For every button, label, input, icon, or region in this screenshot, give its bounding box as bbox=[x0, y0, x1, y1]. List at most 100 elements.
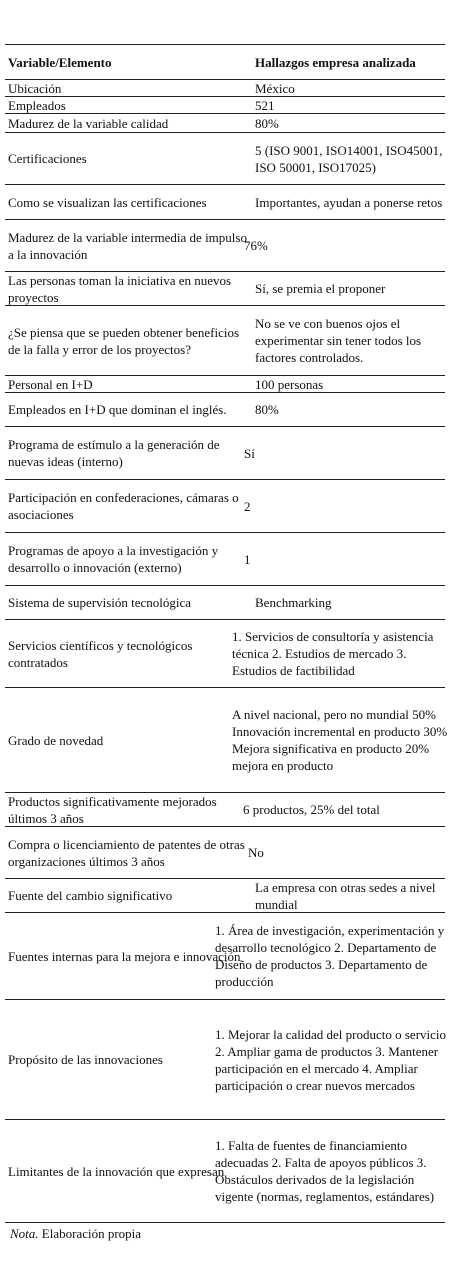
cell-text: Personal en I+D bbox=[8, 376, 93, 392]
table-cell: Madurez de la variable calidad bbox=[8, 114, 250, 132]
table-row: Grado de novedad A nivel nacional, pero n… bbox=[5, 688, 447, 793]
table-row: Programa de estímulo a la generación de … bbox=[5, 427, 445, 480]
cell-text: A nivel nacional, pero no mundial 50% In… bbox=[232, 707, 448, 773]
table-cell: 1. Área de investigación, experimentació… bbox=[215, 913, 450, 999]
table-row: ¿Se piensa que se pueden obtener benefic… bbox=[5, 306, 445, 376]
cell-text: Certificaciones bbox=[8, 151, 87, 166]
cell-text: Importantes, ayudan a ponerse retos bbox=[255, 194, 443, 210]
table-cell: Fuentes internas para la mejora e innova… bbox=[8, 913, 250, 999]
rule bbox=[5, 44, 445, 45]
table-cell: Compra o licenciamiento de patentes de o… bbox=[8, 827, 250, 878]
table-row: Madurez de la variable intermedia de imp… bbox=[5, 220, 445, 272]
cell-text: Como se visualizan las certificaciones bbox=[8, 194, 207, 210]
table-header: Variable/Elemento Hallazgos empresa anali… bbox=[5, 45, 445, 80]
cell-text: 2 bbox=[244, 498, 251, 514]
table-cell: Propósito de las innovaciones bbox=[8, 1000, 250, 1119]
cell-text: Sí bbox=[244, 445, 255, 461]
table-cell: Participación en confederaciones, cámara… bbox=[8, 480, 250, 532]
cell-text: 521 bbox=[255, 97, 275, 113]
table-cell: La empresa con otras sedes a nivel mundi… bbox=[255, 879, 450, 912]
cell-text: Sí, se premia el proponer bbox=[255, 281, 386, 296]
cell-text: Empleados bbox=[8, 97, 66, 113]
table-cell: Empleados bbox=[8, 97, 250, 113]
note: Nota. Elaboración propia bbox=[10, 1225, 141, 1242]
table-row: Servicios científicos y tecnológicos con… bbox=[5, 620, 445, 688]
cell-text: Grado de novedad bbox=[8, 732, 104, 748]
table-cell: 1. Mejorar la calidad del producto o ser… bbox=[215, 1000, 450, 1119]
table-row: Empleados en I+D que dominan el inglés. 8… bbox=[5, 393, 445, 427]
cell-text: 1. Falta de fuentes de financiamiento ad… bbox=[215, 1138, 435, 1204]
cell-text: 5 (ISO 9001, ISO14001, ISO45001, ISO 500… bbox=[255, 142, 443, 175]
table-row: Fuente del cambio significativo La empres… bbox=[5, 879, 445, 913]
table-cell: 521 bbox=[255, 97, 450, 113]
table-cell: Servicios científicos y tecnológicos con… bbox=[8, 620, 250, 687]
cell-text: No se ve con buenos ojos el experimentar… bbox=[255, 316, 422, 365]
cell-text: Sistema de supervisión tecnológica bbox=[8, 595, 192, 610]
table-cell: 1 bbox=[244, 533, 450, 585]
cell-text: ¿Se piensa que se pueden obtener benefic… bbox=[8, 324, 240, 357]
cell-text: Las personas toman la iniciativa en nuev… bbox=[8, 272, 232, 305]
cell-text: Programas de apoyo a la investigación y … bbox=[8, 543, 219, 575]
table-cell: Las personas toman la iniciativa en nuev… bbox=[8, 272, 250, 305]
cell-text: Hallazgos empresa analizada bbox=[255, 54, 416, 70]
table-cell: 1. Servicios de consultoría y asistencia… bbox=[232, 620, 450, 687]
table-cell: Programas de apoyo a la investigación y … bbox=[8, 533, 250, 585]
cell-text: 1. Mejorar la calidad del producto o ser… bbox=[215, 1026, 447, 1093]
table-cell: Hallazgos empresa analizada bbox=[255, 45, 450, 79]
cell-text: 80% bbox=[255, 402, 279, 417]
table-cell: Grado de novedad bbox=[8, 688, 250, 792]
cell-text: 1. Área de investigación, experimentació… bbox=[215, 923, 445, 989]
table-cell: 5 (ISO 9001, ISO14001, ISO45001, ISO 500… bbox=[255, 133, 450, 184]
cell-text: 1. Servicios de consultoría y asistencia… bbox=[232, 629, 434, 678]
table-cell: No se ve con buenos ojos el experimentar… bbox=[255, 306, 450, 375]
table-cell: Certificaciones bbox=[8, 133, 250, 184]
table-cell: Sí bbox=[244, 427, 450, 479]
cell-text: 1 bbox=[244, 551, 251, 567]
table-row: Las personas toman la iniciativa en nuev… bbox=[5, 272, 445, 306]
table-row: Ubicación México bbox=[5, 80, 445, 97]
table-row: Compra o licenciamiento de patentes de o… bbox=[5, 827, 445, 879]
table-cell: Benchmarking bbox=[255, 586, 450, 619]
note-text: Elaboración propia bbox=[41, 1226, 142, 1241]
cell-text: 6 productos, 25% del total bbox=[243, 802, 380, 817]
table-cell: A nivel nacional, pero no mundial 50% In… bbox=[232, 688, 450, 792]
table-cell: Variable/Elemento bbox=[8, 45, 250, 79]
table-row: Propósito de las innovaciones 1. Mejorar … bbox=[5, 1000, 446, 1120]
cell-text: Fuentes internas para la mejora e innova… bbox=[8, 948, 241, 964]
cell-text: Participación en confederaciones, cámara… bbox=[8, 490, 239, 522]
table-cell: Sí, se premia el proponer bbox=[255, 272, 450, 305]
cell-text: 100 personas bbox=[255, 376, 324, 392]
table-row: Productos significativamente mejorados ú… bbox=[5, 793, 445, 827]
table-cell: 80% bbox=[255, 114, 450, 132]
cell-text: Madurez de la variable intermedia de imp… bbox=[8, 229, 247, 262]
table-row: Como se visualizan las certificaciones Im… bbox=[5, 185, 445, 220]
table-cell: Fuente del cambio significativo bbox=[8, 879, 250, 912]
cell-text: Productos significativamente mejorados ú… bbox=[8, 793, 217, 826]
table-row: Limitantes de la innovación que expresan… bbox=[5, 1120, 445, 1223]
table-row: Participación en confederaciones, cámara… bbox=[5, 480, 445, 533]
note-label: Nota. bbox=[10, 1226, 39, 1241]
table-row: Madurez de la variable calidad 80% bbox=[5, 114, 445, 133]
cell-text: Compra o licenciamiento de patentes de o… bbox=[8, 836, 245, 869]
cell-text: Variable/Elemento bbox=[8, 54, 112, 70]
table-cell: ¿Se piensa que se pueden obtener benefic… bbox=[8, 306, 250, 375]
cell-text: Servicios científicos y tecnológicos con… bbox=[8, 637, 193, 670]
table-cell: Como se visualizan las certificaciones bbox=[8, 185, 250, 219]
cell-text: Fuente del cambio significativo bbox=[8, 888, 173, 903]
table-cell: Madurez de la variable intermedia de imp… bbox=[8, 220, 250, 271]
cell-text: México bbox=[255, 80, 295, 96]
table-row: Certificaciones 5 (ISO 9001, ISO14001, IS… bbox=[5, 133, 445, 185]
table-cell: México bbox=[255, 80, 450, 96]
table-cell: Importantes, ayudan a ponerse retos bbox=[255, 185, 450, 219]
cell-text: 76% bbox=[244, 238, 268, 253]
cell-text: Propósito de las innovaciones bbox=[8, 1052, 163, 1067]
table-cell: 1. Falta de fuentes de financiamiento ad… bbox=[215, 1120, 450, 1222]
cell-text: 80% bbox=[255, 115, 279, 131]
table-row: Fuentes internas para la mejora e innova… bbox=[5, 913, 445, 1000]
table-cell: Personal en I+D bbox=[8, 376, 250, 392]
cell-text: Programa de estímulo a la generación de … bbox=[8, 437, 220, 469]
table-cell: 2 bbox=[244, 480, 450, 532]
table-cell: 80% bbox=[255, 393, 450, 426]
cell-text: No bbox=[248, 845, 264, 860]
